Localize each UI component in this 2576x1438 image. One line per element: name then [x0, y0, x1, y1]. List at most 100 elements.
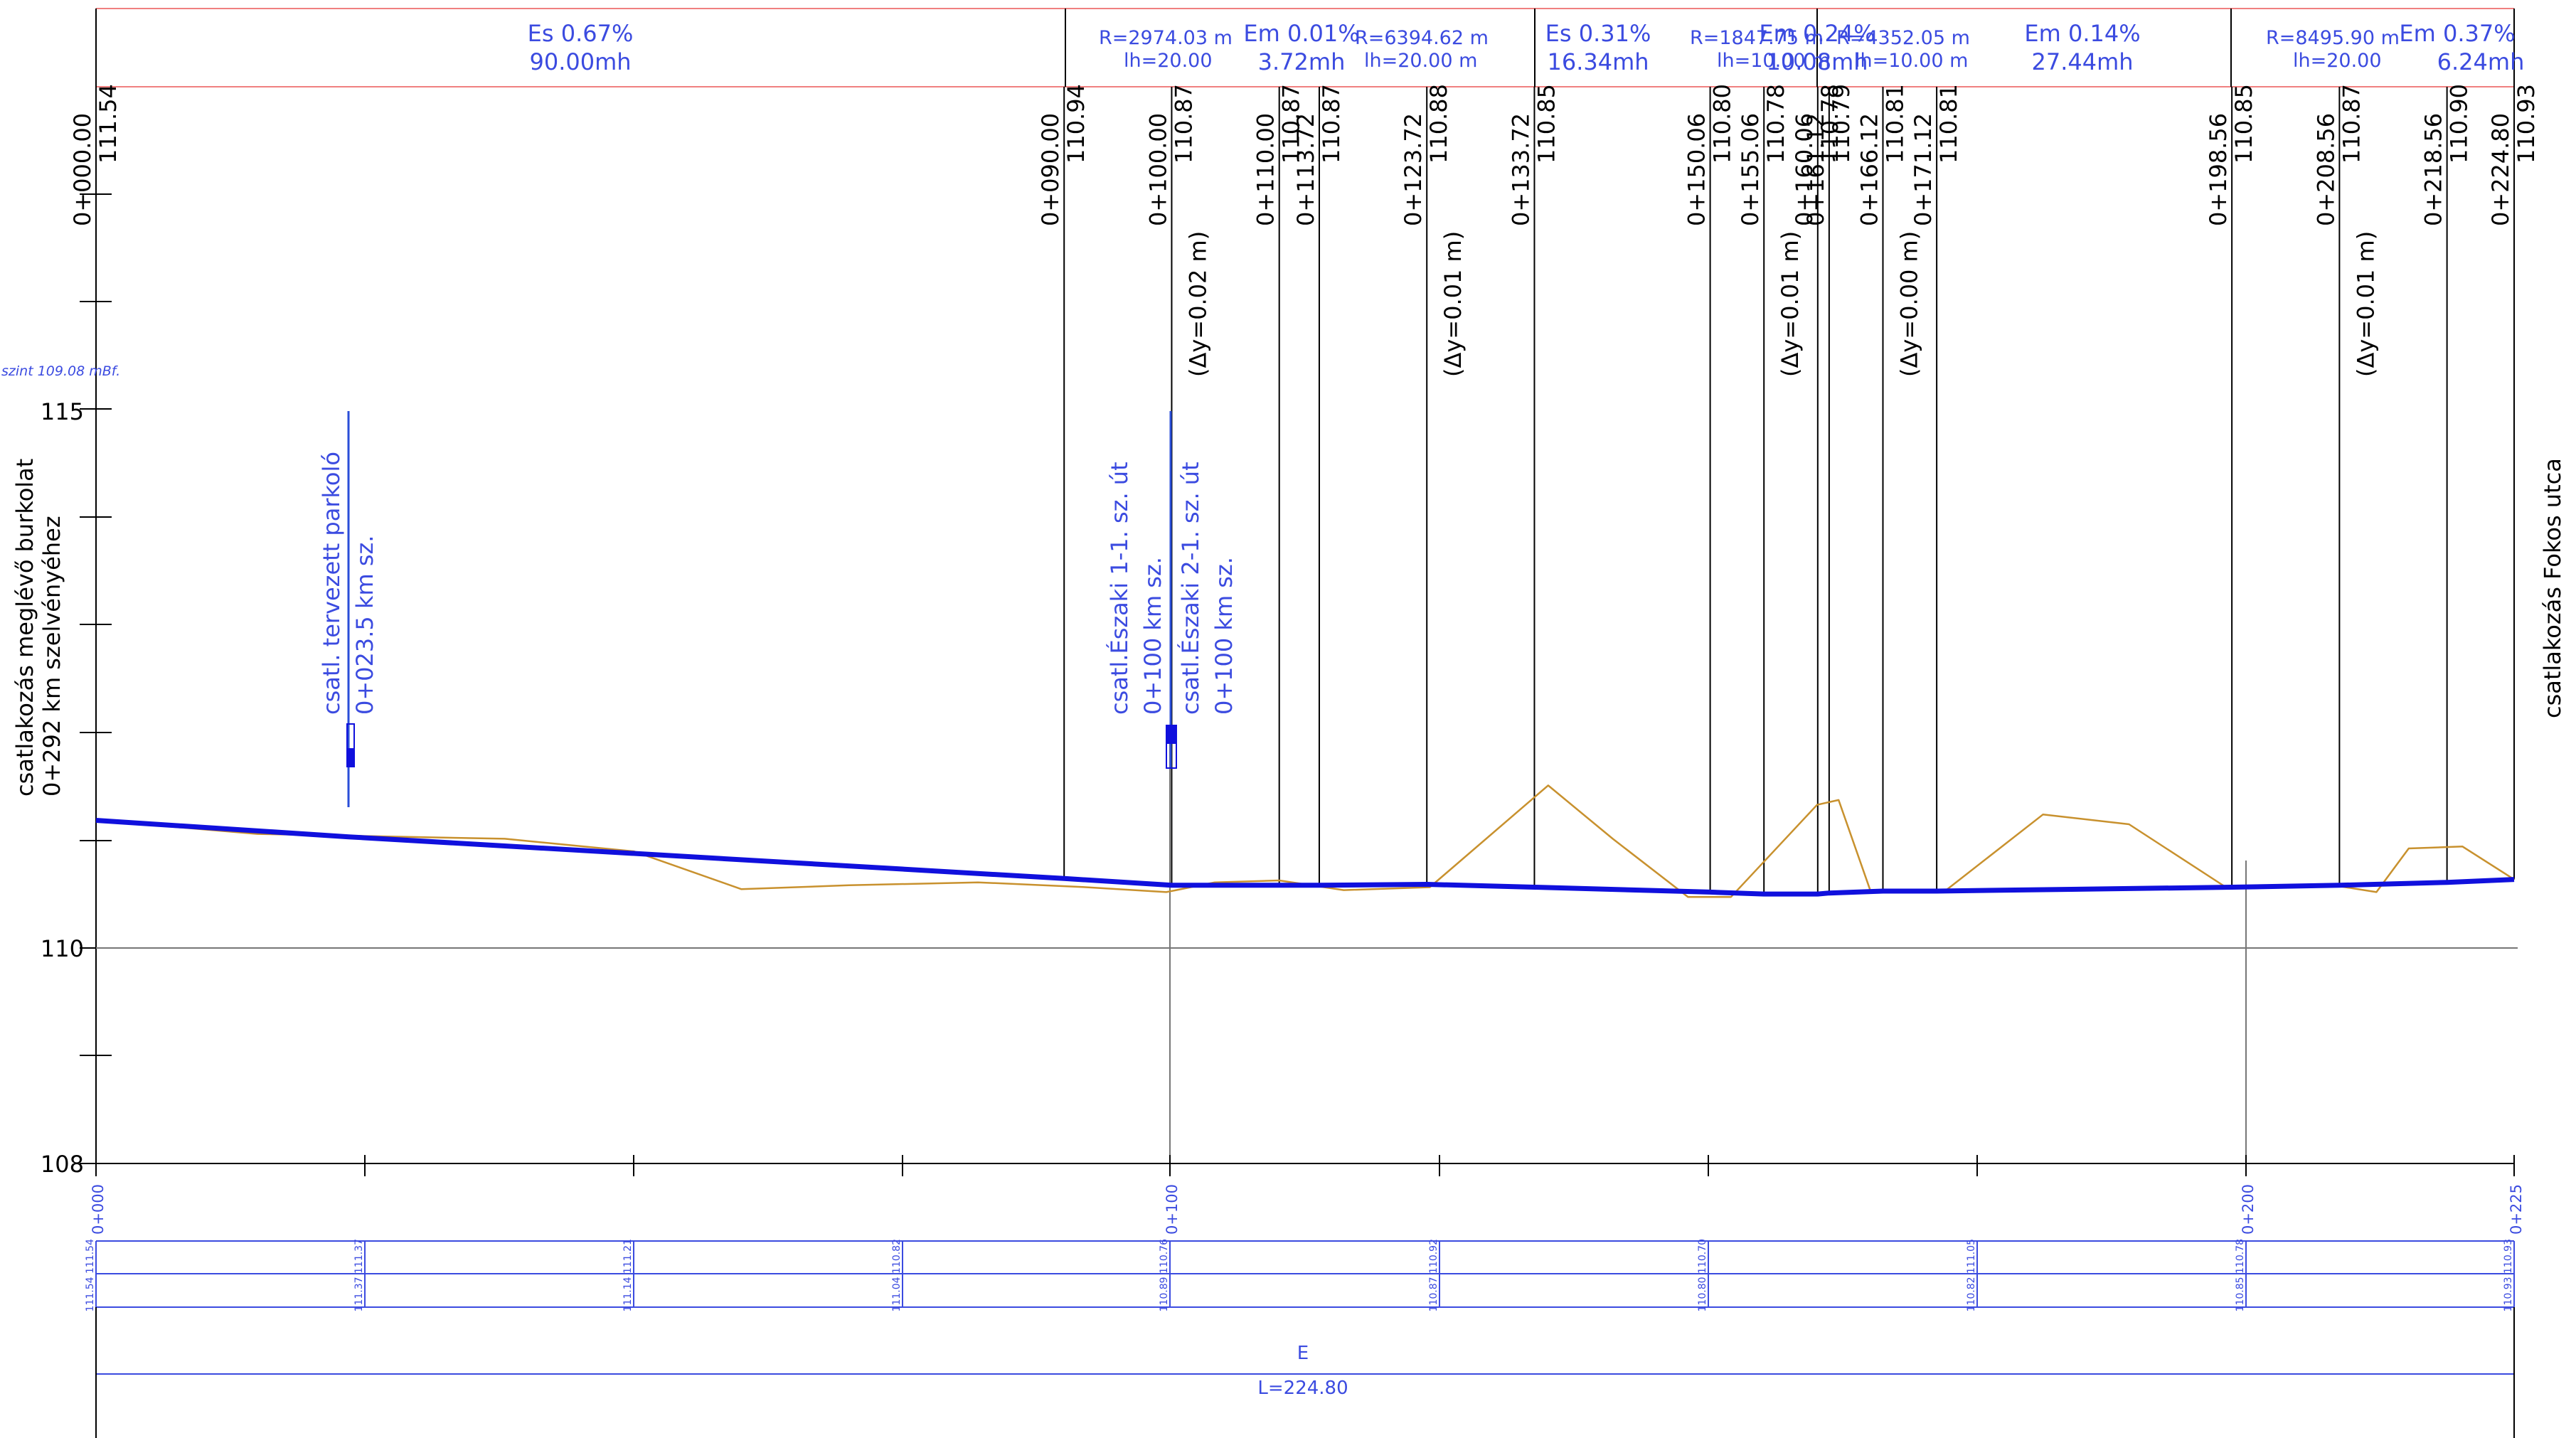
- element-length: L=224.80: [1257, 1378, 1348, 1399]
- station-label: 0+198.56: [2205, 113, 2232, 226]
- station-label: 0+155.06: [1737, 113, 1764, 226]
- segment-grade: Em 0.37%: [2399, 20, 2515, 47]
- station-delta-y: (Δy=0.00 m): [1896, 231, 1923, 377]
- header-band: Es 0.67% 90.00mh R=2974.03 m lh=20.00 Em…: [95, 8, 2525, 87]
- table-cell-value: 111.37 111.37: [353, 1239, 365, 1311]
- curve-radius: R=8495.90 m: [2266, 27, 2400, 49]
- x-tick-label: 0+000: [90, 1184, 107, 1235]
- junction-marker-fill: [1166, 725, 1176, 744]
- y-tick-label: 110: [41, 935, 84, 962]
- station-elevation: 110.80: [1709, 84, 1736, 164]
- station-elevation: 110.79: [1828, 84, 1855, 164]
- table-cells: 111.54 111.54 111.37 111.37 111.14 111.21 1…: [85, 1239, 2515, 1312]
- design-grade-line: [95, 818, 2515, 897]
- segment-grade: Em 0.24%: [1759, 20, 1875, 47]
- station-label: 0+000.00: [69, 113, 96, 226]
- station-elevation: 110.93: [2513, 84, 2540, 164]
- station-elevation: 111.54: [95, 84, 122, 164]
- table-cell-value: 110.93 110.93: [2503, 1239, 2514, 1311]
- station-elevation: 110.87: [2338, 84, 2365, 164]
- segment-grade: Em 0.01%: [1243, 20, 1359, 47]
- station-label: 0+161.12: [1802, 113, 1829, 226]
- station-label: 0+218.56: [2420, 113, 2447, 226]
- station-label: 0+113.72: [1292, 113, 1319, 226]
- x-tick-label: 0+225: [2508, 1184, 2525, 1235]
- station-label: 0+110.00: [1252, 113, 1279, 226]
- curve-lh: lh=10.00 m: [1717, 50, 1830, 72]
- junction-label: 0+023.5 km sz.: [351, 536, 378, 715]
- station-label: 0+150.06: [1683, 113, 1710, 226]
- junction-label: 0+100 km sz.: [1139, 557, 1166, 715]
- curve-radius: R=1847.75 m: [1690, 27, 1824, 49]
- curve-lh: lh=20.00: [2293, 50, 2382, 72]
- station-label: 0+208.56: [2312, 113, 2339, 226]
- station-label: 0+171.12: [1910, 113, 1937, 226]
- station-label: 0+166.12: [1856, 113, 1883, 226]
- station-label: 0+133.72: [1508, 113, 1535, 226]
- junction-label: csatl.Északi 2-1. sz. út: [1177, 462, 1204, 715]
- table-cell-value: 111.14 111.21: [622, 1239, 634, 1311]
- junction-label: csatl. tervezett parkoló: [318, 452, 345, 715]
- station-elevation: 110.81: [1882, 84, 1909, 164]
- segment-grade: Es 0.31%: [1545, 20, 1651, 47]
- curve-lh: lh=20.00 m: [1364, 50, 1477, 72]
- table-cell-value: 111.04 110.82: [891, 1239, 903, 1311]
- station-elevation: 110.88: [1425, 84, 1452, 164]
- left-note-line1: csatlakozás meglévő burkolat: [11, 459, 38, 797]
- junction-label: 0+100 km sz.: [1210, 557, 1238, 715]
- station-elevation: 110.87: [1171, 84, 1198, 164]
- segment-length: 90.00mh: [529, 48, 631, 75]
- annotations: szint 109.08 mBf. csatlakozás meglévő bu…: [1, 363, 2566, 807]
- station-delta-y: (Δy=0.01 m): [1777, 231, 1804, 377]
- station-label: 0+100.00: [1145, 113, 1172, 226]
- station-label: 0+090.00: [1037, 113, 1064, 226]
- station-elevation: 110.87: [1318, 84, 1345, 164]
- station-label: 0+123.72: [1400, 113, 1427, 226]
- station-elevation: 110.90: [2446, 84, 2473, 164]
- segment-length: 10.08mh: [1766, 48, 1868, 75]
- curve-radius: R=6394.62 m: [1355, 27, 1489, 49]
- station-delta-y: (Δy=0.02 m): [1185, 231, 1212, 377]
- station-elevation: 110.85: [1533, 84, 1560, 164]
- station-delta-y: (Δy=0.01 m): [1439, 231, 1467, 377]
- table-cell-value: 110.87 110.92: [1428, 1239, 1439, 1311]
- x-axis: 0+000 0+100 0+200 0+225: [90, 1155, 2525, 1235]
- curve-radius: R=4352.05 m: [1836, 27, 1970, 49]
- table-cell-value: 110.80 110.70: [1697, 1239, 1708, 1311]
- profile-table: 111.54 111.54 111.37 111.37 111.14 111.21 1…: [85, 1239, 2515, 1438]
- station-elevation: 110.87: [1278, 84, 1305, 164]
- segment-grade: Em 0.14%: [2024, 20, 2140, 47]
- curve-lh: lh=20.00: [1124, 50, 1213, 72]
- junction-marker-fill: [347, 748, 354, 767]
- station-elevation: 110.94: [1063, 84, 1090, 164]
- x-tick-label: 0+100: [1164, 1184, 1181, 1235]
- table-cell-value: 110.82 111.05: [1966, 1239, 1977, 1311]
- segment-length: 16.34mh: [1547, 48, 1649, 75]
- station-elevation: 110.81: [1935, 84, 1962, 164]
- y-axis: 115 110 108: [41, 87, 112, 1178]
- station-delta-y: (Δy=0.01 m): [2352, 231, 2379, 377]
- station-label: 0+160.06: [1791, 113, 1818, 226]
- segment-length: 3.72mh: [1258, 48, 1346, 75]
- curve-lh: lh=10.00 m: [1855, 50, 1968, 72]
- segment-length: 27.44mh: [2031, 48, 2133, 75]
- datum-label: szint 109.08 mBf.: [1, 363, 120, 379]
- segment-length: 6.24mh: [2437, 48, 2525, 75]
- junction-label: csatl.Északi 1-1. sz. út: [1106, 462, 1133, 715]
- curve-radius: R=2974.03 m: [1099, 27, 1233, 49]
- table-cell-value: 111.54 111.54: [85, 1239, 96, 1312]
- segment-grade: Es 0.67%: [528, 20, 634, 47]
- profile-lines: [95, 784, 2515, 898]
- element-name: E: [1297, 1343, 1309, 1364]
- station-elevation: 110.85: [2230, 84, 2257, 164]
- station-elevation: 110.78: [1762, 84, 1789, 164]
- station-label: 0+224.80: [2487, 113, 2514, 226]
- table-cell-value: 110.85 110.78: [2235, 1239, 2246, 1311]
- y-tick-label: 115: [41, 398, 84, 425]
- x-tick-label: 0+200: [2240, 1184, 2257, 1235]
- left-note-line2: 0+292 km szelvényéhez: [38, 516, 65, 797]
- y-tick-label: 108: [41, 1151, 84, 1178]
- table-cell-value: 110.89 110.76: [1159, 1239, 1170, 1312]
